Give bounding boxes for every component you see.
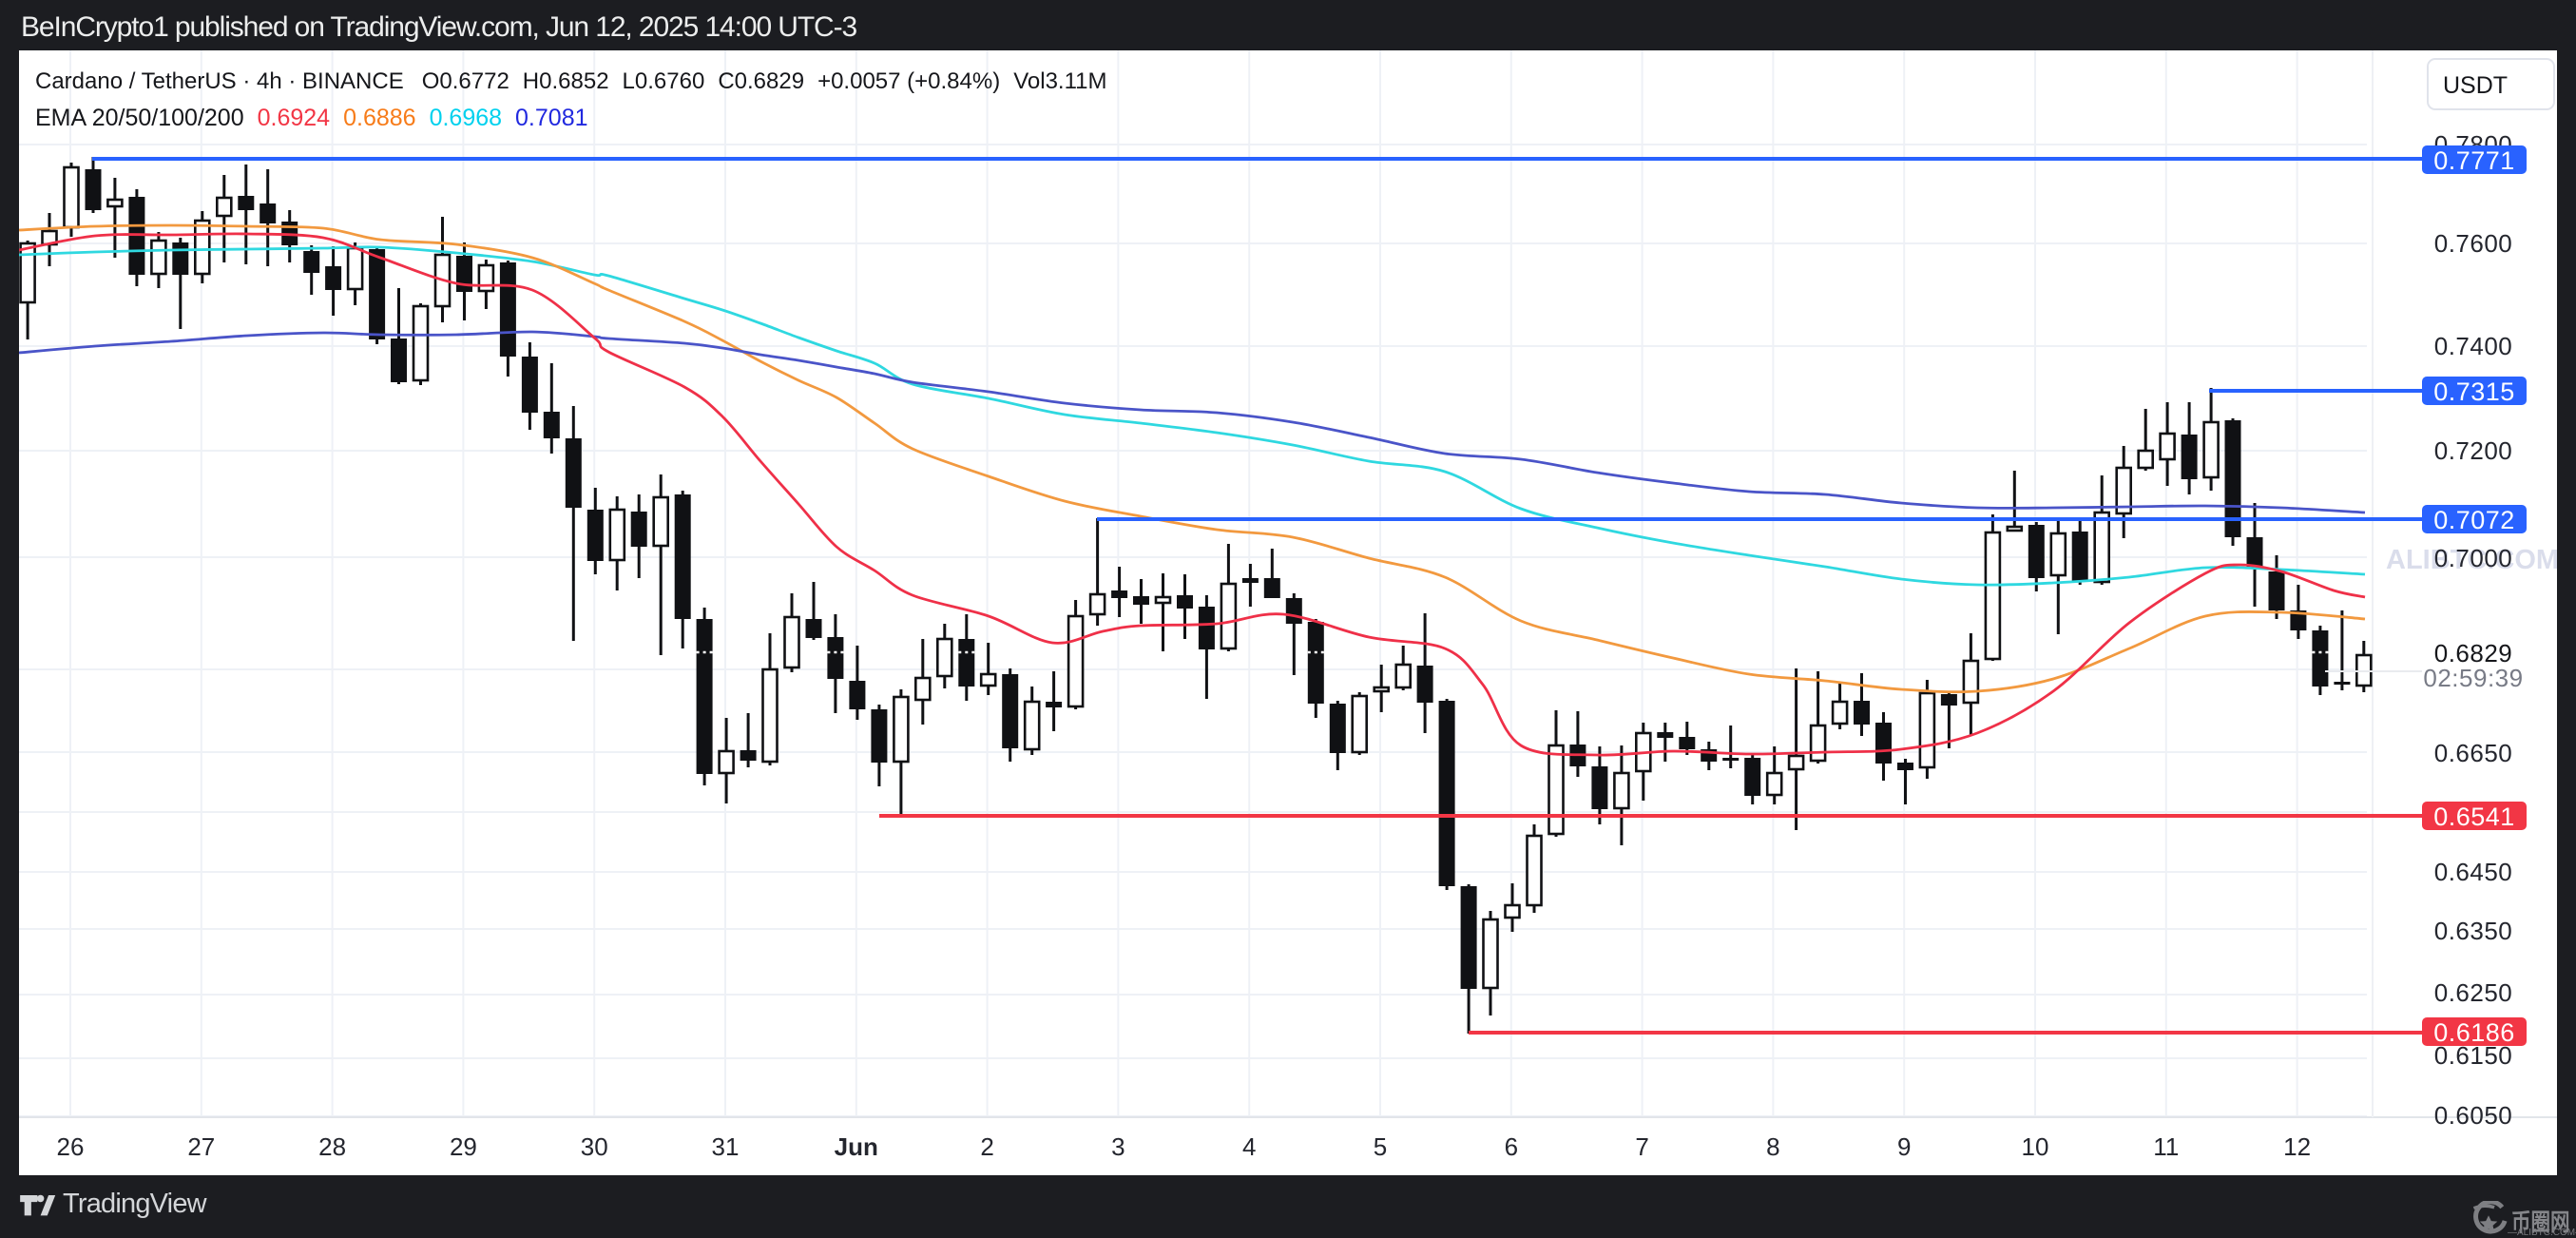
svg-text:31: 31 <box>712 1132 740 1161</box>
svg-text:28: 28 <box>318 1132 346 1161</box>
svg-text:9: 9 <box>1897 1132 1911 1161</box>
svg-text:7: 7 <box>1635 1132 1648 1161</box>
svg-text:0.7600: 0.7600 <box>2434 229 2513 258</box>
svg-text:ALIBTC.COM: ALIBTC.COM <box>2386 545 2557 575</box>
svg-text:11: 11 <box>2153 1132 2179 1161</box>
svg-text:3: 3 <box>1111 1132 1125 1161</box>
svg-text:0.7400: 0.7400 <box>2434 332 2513 360</box>
svg-text:30: 30 <box>581 1132 608 1161</box>
svg-text:0.7315: 0.7315 <box>2433 377 2515 406</box>
svg-text:0.6186: 0.6186 <box>2433 1018 2515 1047</box>
svg-text:0.6829: 0.6829 <box>2434 639 2513 667</box>
svg-text:2: 2 <box>980 1132 993 1161</box>
svg-text:26: 26 <box>57 1132 85 1161</box>
svg-text:4: 4 <box>1242 1132 1256 1161</box>
svg-text:02:59:39: 02:59:39 <box>2423 664 2523 692</box>
svg-text:0.6250: 0.6250 <box>2434 978 2513 1007</box>
svg-text:0.7771: 0.7771 <box>2433 146 2515 175</box>
svg-text:0.6050: 0.6050 <box>2434 1101 2513 1130</box>
svg-text:5: 5 <box>1374 1132 1387 1161</box>
svg-text:USDT: USDT <box>2443 72 2508 99</box>
svg-text:0.7072: 0.7072 <box>2433 506 2515 534</box>
svg-text:Jun: Jun <box>835 1132 878 1161</box>
svg-text:12: 12 <box>2283 1132 2311 1161</box>
svg-text:0.6450: 0.6450 <box>2434 858 2513 886</box>
svg-text:0.7000: 0.7000 <box>2434 544 2513 572</box>
svg-text:0.7200: 0.7200 <box>2434 436 2513 465</box>
svg-text:0.6541: 0.6541 <box>2433 803 2515 831</box>
svg-text:0.6350: 0.6350 <box>2434 917 2513 945</box>
svg-text:6: 6 <box>1505 1132 1518 1161</box>
svg-text:29: 29 <box>450 1132 477 1161</box>
svg-text:0.6650: 0.6650 <box>2434 739 2513 767</box>
svg-text:27: 27 <box>187 1132 215 1161</box>
svg-text:10: 10 <box>2022 1132 2049 1161</box>
svg-text:8: 8 <box>1766 1132 1779 1161</box>
